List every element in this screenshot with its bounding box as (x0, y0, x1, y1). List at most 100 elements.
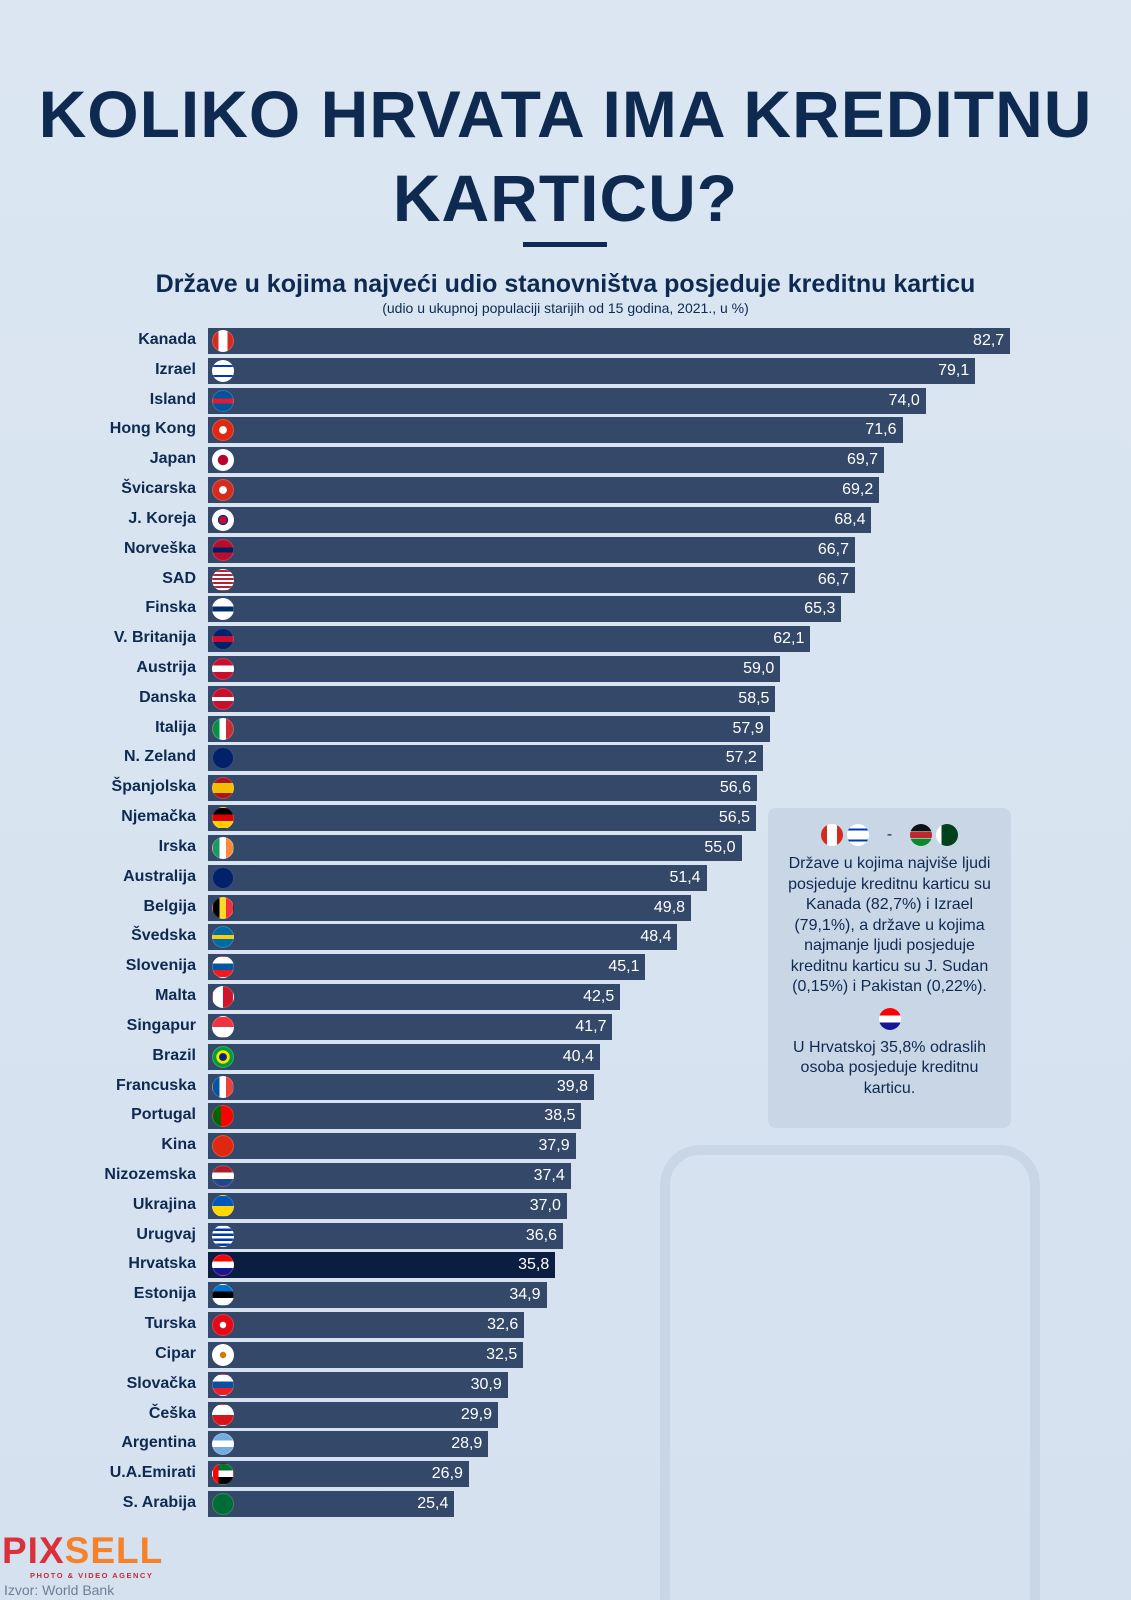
category-label: Francuska (115, 1076, 196, 1094)
flag-icon (212, 330, 234, 352)
category-label: SAD (162, 569, 196, 587)
bar-row: Švedska 48,4 (0, 924, 1131, 951)
category-label: Italija (155, 718, 196, 736)
flag-icon (212, 1105, 234, 1128)
category-label: Turska (144, 1315, 196, 1333)
flag-icon (212, 1403, 234, 1426)
category-label: Brazil (152, 1046, 196, 1064)
bar: 37,4 (208, 1162, 571, 1189)
value-label: 37,9 (538, 1137, 570, 1155)
bar-row: Italija 57,9 (0, 715, 1131, 742)
bar-row: V. Britanija 62,1 (0, 626, 1131, 653)
flag-icon (212, 628, 234, 651)
category-label: Portugal (131, 1106, 196, 1124)
bar-row: Japan 69,7 (0, 447, 1131, 474)
category-label: Argentina (121, 1434, 196, 1452)
bar-row: Argentina 28,9 (0, 1431, 1131, 1458)
category-label: Australija (123, 867, 196, 885)
flag-icon (212, 1045, 234, 1068)
value-label: 42,5 (583, 988, 615, 1006)
category-label: Japan (149, 450, 196, 468)
bar: 82,7 (208, 328, 1011, 354)
category-label: Estonija (133, 1285, 196, 1303)
bar: 28,9 (208, 1431, 489, 1458)
bar: 49,8 (208, 894, 692, 921)
category-label: Island (149, 390, 196, 408)
bar: 68,4 (208, 506, 872, 533)
logo-tagline: PHOTO & VIDEO AGENCY (30, 1571, 154, 1580)
value-label: 32,5 (486, 1345, 518, 1363)
flag-icon (212, 1314, 234, 1337)
value-label: 26,9 (431, 1465, 463, 1483)
value-label: 34,9 (509, 1286, 541, 1304)
flag-icon (212, 1284, 234, 1307)
bar-row: Urugvaj 36,6 (0, 1222, 1131, 1249)
value-label: 39,8 (556, 1077, 589, 1095)
flag-icon (212, 1343, 234, 1366)
bar-row: SAD 66,7 (0, 566, 1131, 593)
value-label: 29,9 (460, 1405, 493, 1423)
category-label: Irska (158, 837, 196, 855)
bar-row: Australija 51,4 (0, 864, 1131, 891)
category-label: Švedska (131, 927, 196, 945)
flag-icon (212, 956, 234, 979)
bar: 39,8 (208, 1073, 595, 1100)
category-label: Norveška (123, 539, 196, 557)
bar: 25,4 (208, 1490, 455, 1517)
value-label: 74,0 (888, 391, 920, 409)
bar-row: Izrael 79,1 (0, 357, 1131, 384)
bar-row: Ukrajina 37,0 (0, 1192, 1131, 1219)
info-text: Države u kojima najviše ljudi posjeduje … (788, 855, 991, 995)
value-label: 30,9 (470, 1375, 502, 1393)
value-label: 40,4 (562, 1047, 594, 1065)
flag-croatia-icon (878, 1007, 901, 1030)
category-label: Cipar (155, 1344, 196, 1362)
bar-row: Belgija 49,8 (0, 894, 1131, 921)
bar-row: Portugal 38,5 (0, 1103, 1131, 1130)
category-label: Kina (161, 1136, 196, 1154)
bar-row: Danska 58,5 (0, 685, 1131, 712)
flag-icon (212, 926, 234, 949)
bar-row: Švicarska 69,2 (0, 477, 1131, 504)
info-box: - Države u kojima najviše ljudi posjeduj… (768, 808, 1011, 1128)
bar: 55,0 (208, 834, 742, 861)
bar: 36,6 (208, 1222, 564, 1249)
flag-israel-icon (846, 824, 869, 846)
bar-row: Slovenija 45,1 (0, 954, 1131, 981)
category-label: Španjolska (111, 778, 196, 796)
category-label: Njemačka (121, 808, 196, 826)
bar-row: Slovačka 30,9 (0, 1371, 1131, 1398)
dash: - (886, 825, 893, 843)
bar-row: Malta 42,5 (0, 984, 1131, 1011)
flag-canada-icon (820, 824, 843, 846)
value-label: 36,6 (525, 1226, 558, 1244)
bar-row: Španjolska 56,6 (0, 775, 1131, 802)
flag-icon (212, 1164, 234, 1187)
value-label: 25,4 (417, 1494, 449, 1512)
bar: 32,6 (208, 1312, 525, 1339)
bar: 62,1 (208, 626, 811, 653)
bar: 66,7 (208, 566, 855, 593)
value-label: 66,7 (817, 570, 849, 588)
bar: 30,9 (208, 1371, 508, 1398)
flag-icon (212, 389, 234, 412)
value-label: 79,1 (938, 361, 970, 379)
bar-row: Norveška 66,7 (0, 536, 1131, 563)
value-label: 68,4 (834, 510, 866, 528)
category-label: V. Britanija (113, 629, 196, 647)
bar-row: Brazil 40,4 (0, 1043, 1131, 1070)
bar: 37,0 (208, 1192, 567, 1219)
bar-row: Singapur 41,7 (0, 1013, 1131, 1040)
value-label: 35,8 (518, 1256, 550, 1274)
flag-icon (212, 1015, 234, 1038)
bar-row: Kanada 82,7 (0, 328, 1131, 354)
bar: 42,5 (208, 984, 621, 1011)
category-label: Švicarska (121, 480, 196, 498)
flag-icon (212, 1075, 234, 1098)
value-label: 66,7 (817, 540, 849, 558)
value-label: 56,5 (718, 809, 751, 827)
category-label: Urugvaj (136, 1225, 196, 1243)
flag-icon (212, 1433, 234, 1456)
flag-icon (212, 508, 234, 531)
bar: 56,6 (208, 775, 758, 802)
